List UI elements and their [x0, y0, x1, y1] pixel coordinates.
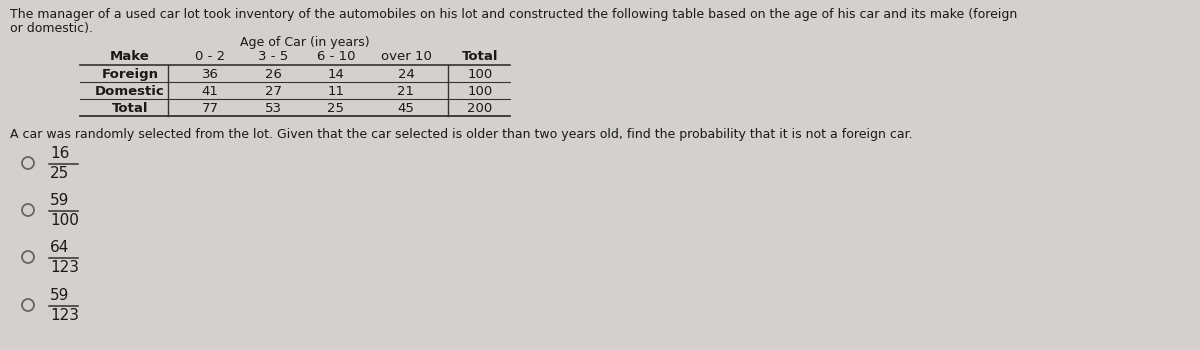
Text: A car was randomly selected from the lot. Given that the car selected is older t: A car was randomly selected from the lot… [10, 128, 913, 141]
Text: Age of Car (in years): Age of Car (in years) [240, 36, 370, 49]
Text: Foreign: Foreign [102, 68, 158, 81]
Text: 100: 100 [467, 68, 493, 81]
Text: 25: 25 [50, 166, 70, 181]
Text: 123: 123 [50, 308, 79, 323]
Text: Domestic: Domestic [95, 85, 164, 98]
Text: 53: 53 [264, 102, 282, 115]
Text: 3 - 5: 3 - 5 [258, 50, 288, 63]
Text: or domestic).: or domestic). [10, 22, 94, 35]
Text: 36: 36 [202, 68, 218, 81]
Text: 100: 100 [50, 213, 79, 228]
Text: 123: 123 [50, 260, 79, 275]
Text: 25: 25 [328, 102, 344, 115]
Text: 14: 14 [328, 68, 344, 81]
Text: 77: 77 [202, 102, 218, 115]
Text: 200: 200 [467, 102, 493, 115]
Text: 6 - 10: 6 - 10 [317, 50, 355, 63]
Text: 59: 59 [50, 193, 70, 208]
Text: 64: 64 [50, 240, 70, 255]
Text: 41: 41 [202, 85, 218, 98]
Text: Total: Total [462, 50, 498, 63]
Text: Total: Total [112, 102, 149, 115]
Text: over 10: over 10 [380, 50, 432, 63]
Text: 26: 26 [264, 68, 282, 81]
Text: 0 - 2: 0 - 2 [194, 50, 226, 63]
Text: 21: 21 [397, 85, 414, 98]
Text: 45: 45 [397, 102, 414, 115]
Text: 11: 11 [328, 85, 344, 98]
Text: 16: 16 [50, 146, 70, 161]
Text: 59: 59 [50, 288, 70, 303]
Text: 24: 24 [397, 68, 414, 81]
Text: The manager of a used car lot took inventory of the automobiles on his lot and c: The manager of a used car lot took inven… [10, 8, 1018, 21]
Text: Make: Make [110, 50, 150, 63]
Text: 100: 100 [467, 85, 493, 98]
Text: 27: 27 [264, 85, 282, 98]
